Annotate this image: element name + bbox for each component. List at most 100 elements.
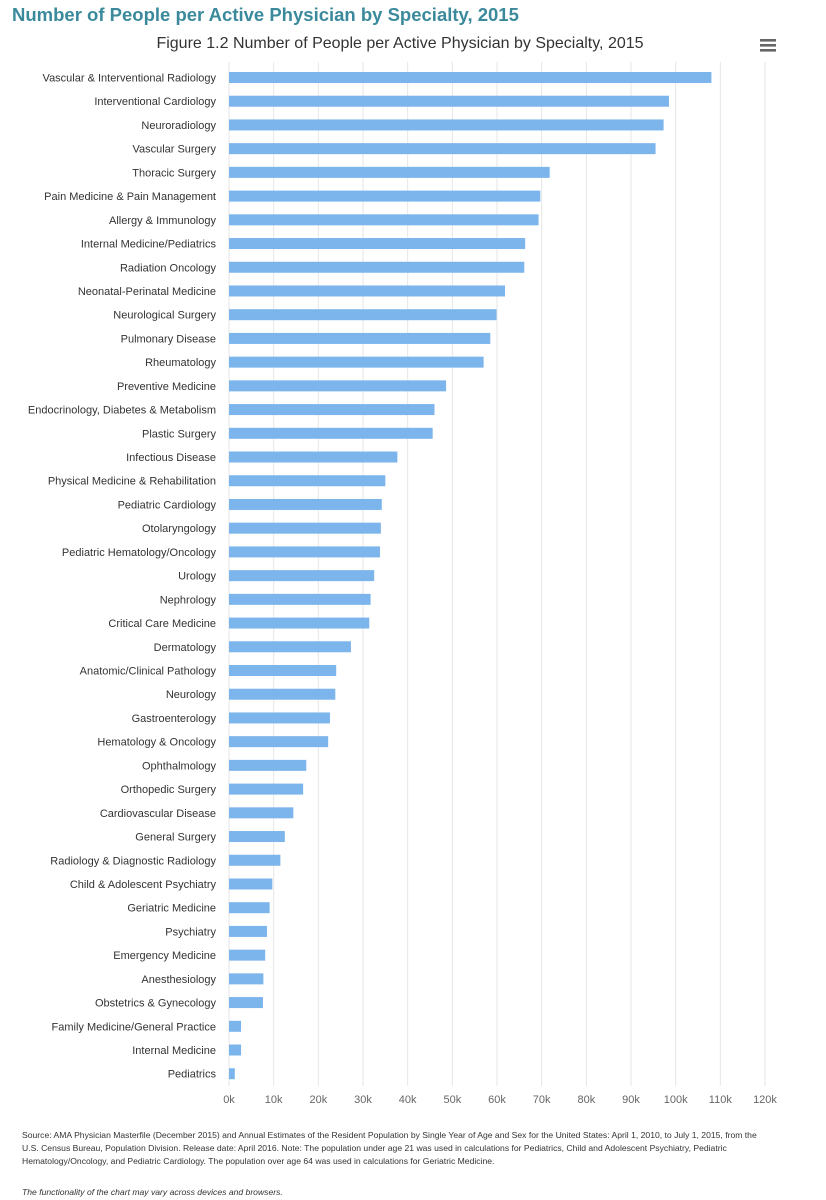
bar: [229, 72, 712, 83]
category-labels: Vascular & Interventional Radiology Inter…: [28, 73, 217, 1081]
chart-title: Figure 1.2 Number of People per Active P…: [156, 35, 643, 52]
category-label: Emergency Medicine: [113, 950, 216, 962]
category-label: Physical Medicine & Rehabilitation: [48, 476, 216, 488]
bar: [229, 95, 669, 107]
source-line-2: U.S. Census Bureau, Population Division.…: [22, 1143, 727, 1153]
category-label: Internal Medicine/Pediatrics: [81, 239, 217, 251]
x-tick-label: 50k: [443, 1094, 461, 1106]
bar: [229, 902, 270, 914]
x-tick-label: 30k: [354, 1094, 372, 1106]
bar: [229, 759, 307, 771]
category-label: Internal Medicine: [132, 1045, 216, 1057]
bar: [229, 309, 497, 321]
bar: [229, 119, 664, 131]
category-label: Ophthalmology: [142, 760, 216, 772]
bar: [229, 214, 539, 226]
bar: [229, 665, 337, 676]
bar: [229, 427, 433, 439]
bar: [229, 878, 273, 890]
chart-disclaimer: The functionality of the chart may vary …: [22, 1187, 283, 1197]
category-label: Urology: [178, 571, 216, 583]
bar: [229, 688, 336, 700]
x-tick-label: 90k: [622, 1094, 640, 1106]
category-label: Pain Medicine & Pain Management: [44, 191, 216, 203]
category-label: General Surgery: [135, 832, 216, 844]
x-tick-label: 80k: [577, 1094, 595, 1106]
category-label: Plastic Surgery: [142, 428, 216, 440]
category-label: Child & Adolescent Psychiatry: [70, 879, 217, 891]
bar: [229, 498, 382, 510]
page-heading: Number of People per Active Physician by…: [12, 4, 519, 25]
x-axis-tick-labels: 0k 10k 20k 30k 40k 50k 60k 70k 80k 90k 100k 110k 120…: [223, 1094, 777, 1106]
bar: [229, 166, 550, 178]
category-label: Otolaryngology: [142, 523, 216, 535]
bar: [229, 356, 484, 368]
bar: [229, 143, 656, 155]
x-tick-label: 40k: [399, 1094, 417, 1106]
bar: [229, 617, 370, 629]
category-label: Anesthesiology: [141, 974, 216, 986]
category-label: Nephrology: [160, 594, 217, 606]
x-tick-label: 20k: [309, 1094, 327, 1106]
x-tick-label: 10k: [265, 1094, 283, 1106]
category-label: Allergy & Immunology: [109, 215, 216, 227]
x-tick-label: 110k: [709, 1094, 733, 1106]
bar: [229, 522, 381, 534]
bar: [229, 380, 447, 392]
bar: [229, 190, 541, 202]
x-tick-label: 0k: [223, 1094, 235, 1106]
bar: [229, 736, 329, 748]
category-label: Critical Care Medicine: [108, 618, 216, 630]
bar: [229, 712, 330, 724]
bar: [229, 831, 285, 843]
bar: [229, 451, 398, 463]
x-tick-label: 100k: [664, 1094, 688, 1106]
bar: [229, 593, 371, 605]
x-tick-label: 60k: [488, 1094, 506, 1106]
category-label: Cardiovascular Disease: [100, 808, 216, 820]
bar: [229, 285, 506, 297]
category-label: Neonatal-Perinatal Medicine: [78, 286, 216, 298]
chart-menu-button[interactable]: [755, 34, 781, 56]
bar: [229, 261, 525, 273]
x-tick-label: 120k: [753, 1094, 777, 1106]
category-label: Gastroenterology: [132, 713, 217, 725]
bar: [229, 925, 267, 937]
category-label: Vascular Surgery: [132, 144, 216, 156]
bar: [229, 641, 351, 653]
bar: [229, 973, 264, 985]
category-label: Endocrinology, Diabetes & Metabolism: [28, 405, 216, 417]
category-label: Vascular & Interventional Radiology: [43, 73, 217, 85]
category-label: Geriatric Medicine: [127, 903, 216, 915]
bar: [229, 997, 263, 1009]
bar: [229, 1020, 242, 1032]
source-line-1: Source: AMA Physician Masterfile (Decemb…: [22, 1130, 757, 1140]
category-label: Family Medicine/General Practice: [52, 1021, 216, 1033]
bar: [229, 854, 281, 866]
category-label: Obstetrics & Gynecology: [95, 998, 217, 1010]
category-label: Radiology & Diagnostic Radiology: [50, 855, 216, 867]
category-label: Hematology & Oncology: [97, 737, 216, 749]
category-label: Neurological Surgery: [113, 310, 216, 322]
category-label: Pediatrics: [168, 1069, 217, 1081]
category-label: Psychiatry: [165, 926, 216, 938]
bar: [229, 238, 526, 250]
bar: [229, 807, 294, 819]
hamburger-menu-icon: [760, 38, 776, 52]
source-note: Source: AMA Physician Masterfile (Decemb…: [22, 1129, 822, 1168]
category-label: Preventive Medicine: [117, 381, 216, 393]
category-label: Pediatric Hematology/Oncology: [62, 547, 217, 559]
bar: [229, 332, 491, 344]
category-label: Neuroradiology: [141, 120, 216, 132]
bar: [229, 783, 304, 795]
source-line-3: Hematology/Oncology, and Pediatric Cardi…: [22, 1156, 495, 1166]
bar: [229, 546, 380, 558]
bar: [229, 404, 435, 416]
category-label: Infectious Disease: [126, 452, 216, 464]
category-label: Interventional Cardiology: [94, 96, 216, 108]
bars: [229, 72, 712, 1080]
category-label: Rheumatology: [145, 357, 216, 369]
bar: [229, 1068, 235, 1080]
bar: [229, 570, 375, 582]
x-tick-label: 70k: [533, 1094, 551, 1106]
